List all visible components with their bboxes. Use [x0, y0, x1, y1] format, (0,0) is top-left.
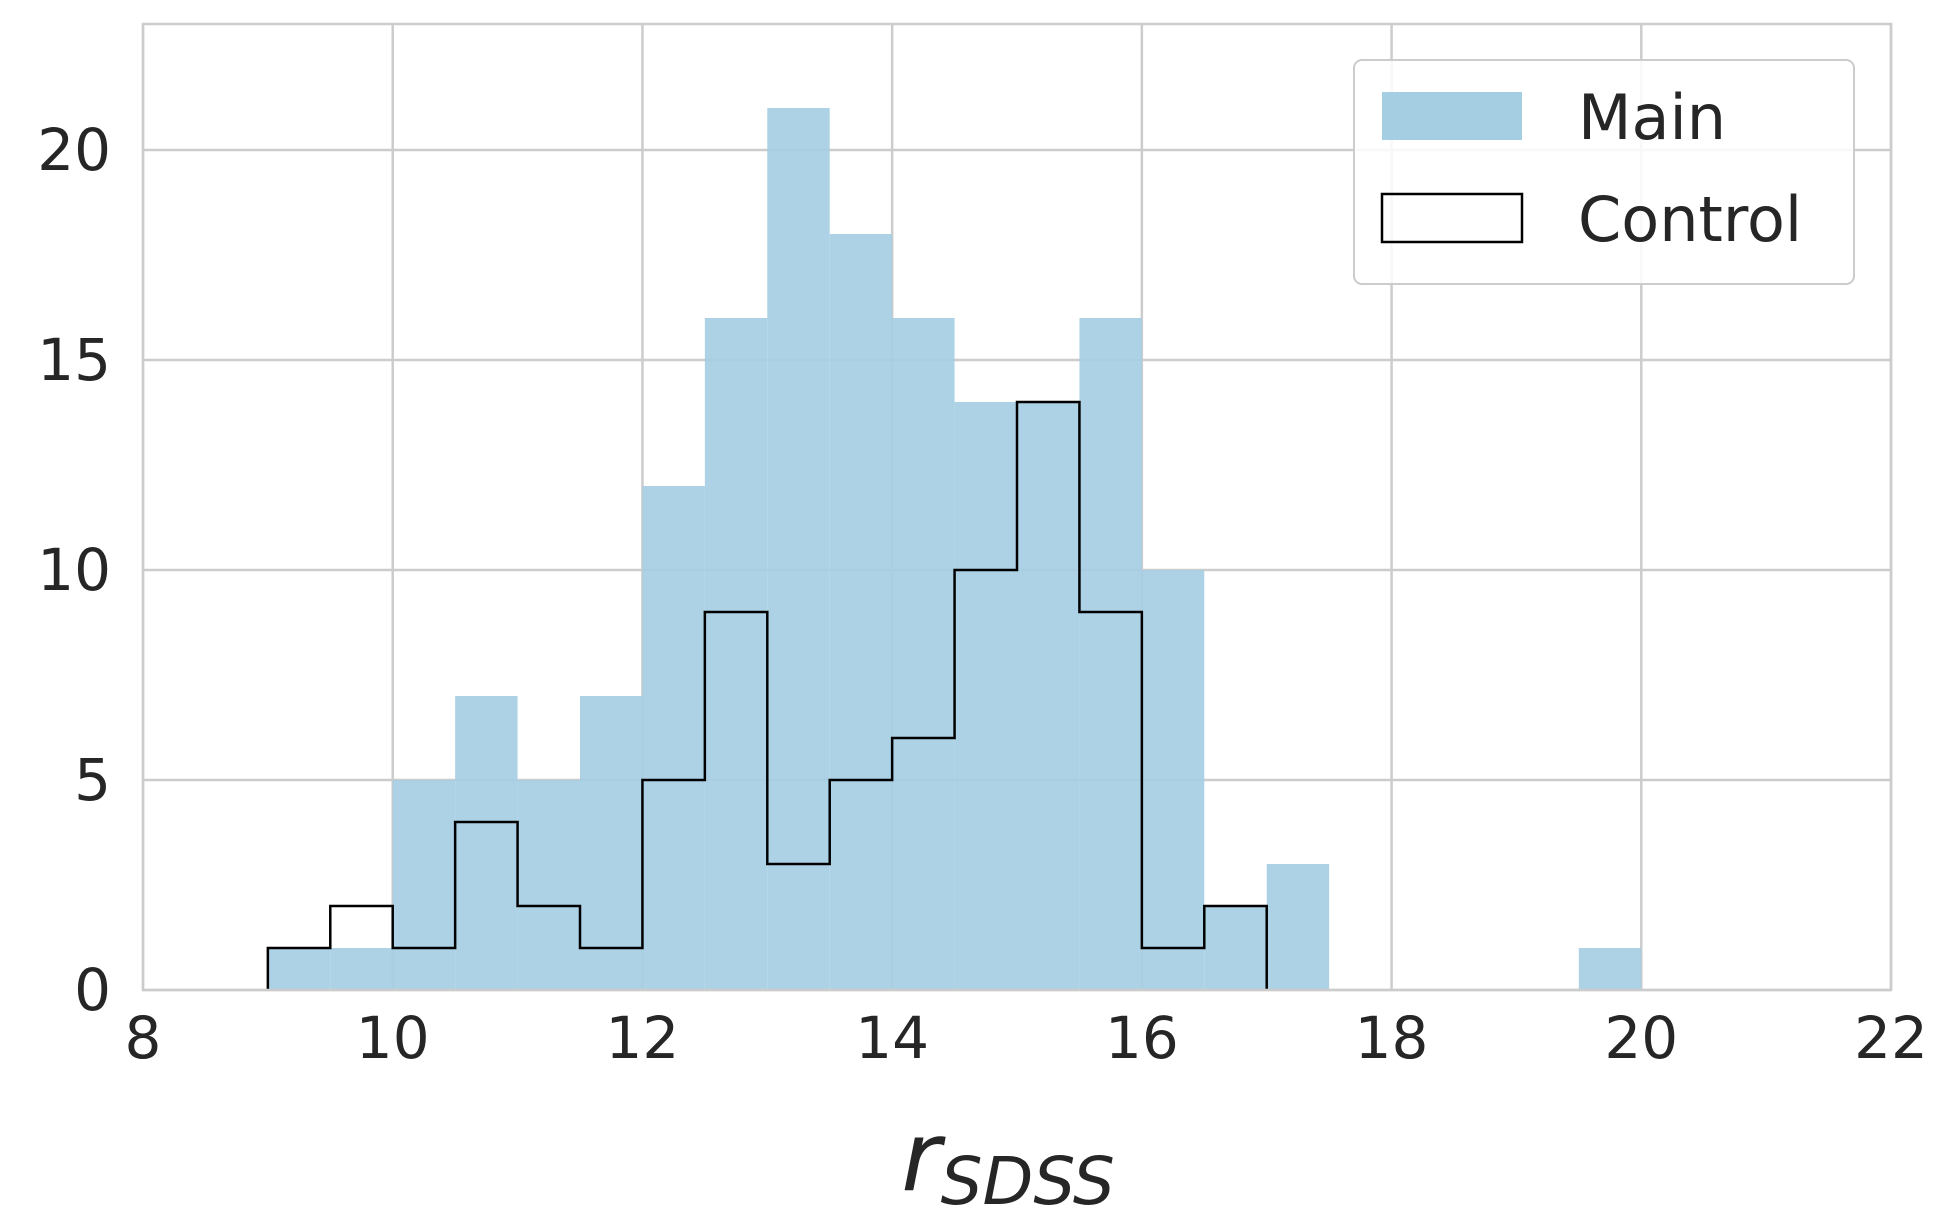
main-bar: [517, 780, 580, 990]
main-bar: [580, 696, 643, 990]
x-tick-label: 16: [1105, 1004, 1179, 1072]
legend-swatch-control: [1380, 192, 1524, 244]
x-tick-label: 8: [125, 1004, 162, 1072]
main-bar: [1204, 906, 1267, 990]
main-bar: [1017, 402, 1080, 990]
main-bar: [954, 402, 1017, 990]
x-tick-labels: 8 10 12 14 16 18 20 22: [125, 1004, 1928, 1072]
main-bar: [1578, 948, 1642, 990]
y-tick-label: 10: [37, 536, 111, 604]
legend-label-control: Control: [1578, 183, 1802, 256]
x-tick-label: 10: [356, 1004, 430, 1072]
main-bar: [1266, 864, 1330, 990]
main-bar: [455, 696, 518, 990]
main-series-bars: [267, 108, 1642, 990]
x-tick-label: 18: [1355, 1004, 1429, 1072]
control-step-line: [266, 400, 1268, 990]
legend: Main Control: [1353, 59, 1855, 285]
y-tick-label: 0: [74, 956, 111, 1024]
y-tick-labels: 0 5 10 15 20: [37, 116, 111, 1024]
main-bar: [829, 234, 893, 990]
x-tick-label: 14: [855, 1004, 929, 1072]
x-tick-label: 12: [606, 1004, 680, 1072]
axes-border: [141, 22, 1893, 992]
x-axis-label-main: r: [901, 1101, 946, 1213]
main-bar: [767, 108, 830, 990]
main-bar: [330, 948, 393, 990]
legend-swatch-main: [1382, 92, 1522, 140]
x-tick-label: 22: [1854, 1004, 1928, 1072]
x-axis-label: rSDSS: [901, 1101, 1115, 1220]
x-axis-label-subscript: SDSS: [941, 1143, 1115, 1220]
main-bar: [392, 780, 456, 990]
x-tick-label: 20: [1604, 1004, 1678, 1072]
axes-frame: [141, 22, 1893, 992]
legend-label-main: Main: [1578, 81, 1726, 154]
y-tick-label: 20: [37, 116, 111, 184]
main-bar: [704, 318, 768, 990]
main-bar: [1079, 318, 1142, 990]
main-bar: [267, 948, 331, 990]
main-bar: [892, 318, 955, 990]
main-bar: [642, 486, 705, 990]
main-bar: [1141, 570, 1205, 990]
control-series-step: [266, 400, 1268, 990]
y-tick-label: 15: [37, 326, 111, 394]
y-tick-label: 5: [74, 746, 111, 814]
